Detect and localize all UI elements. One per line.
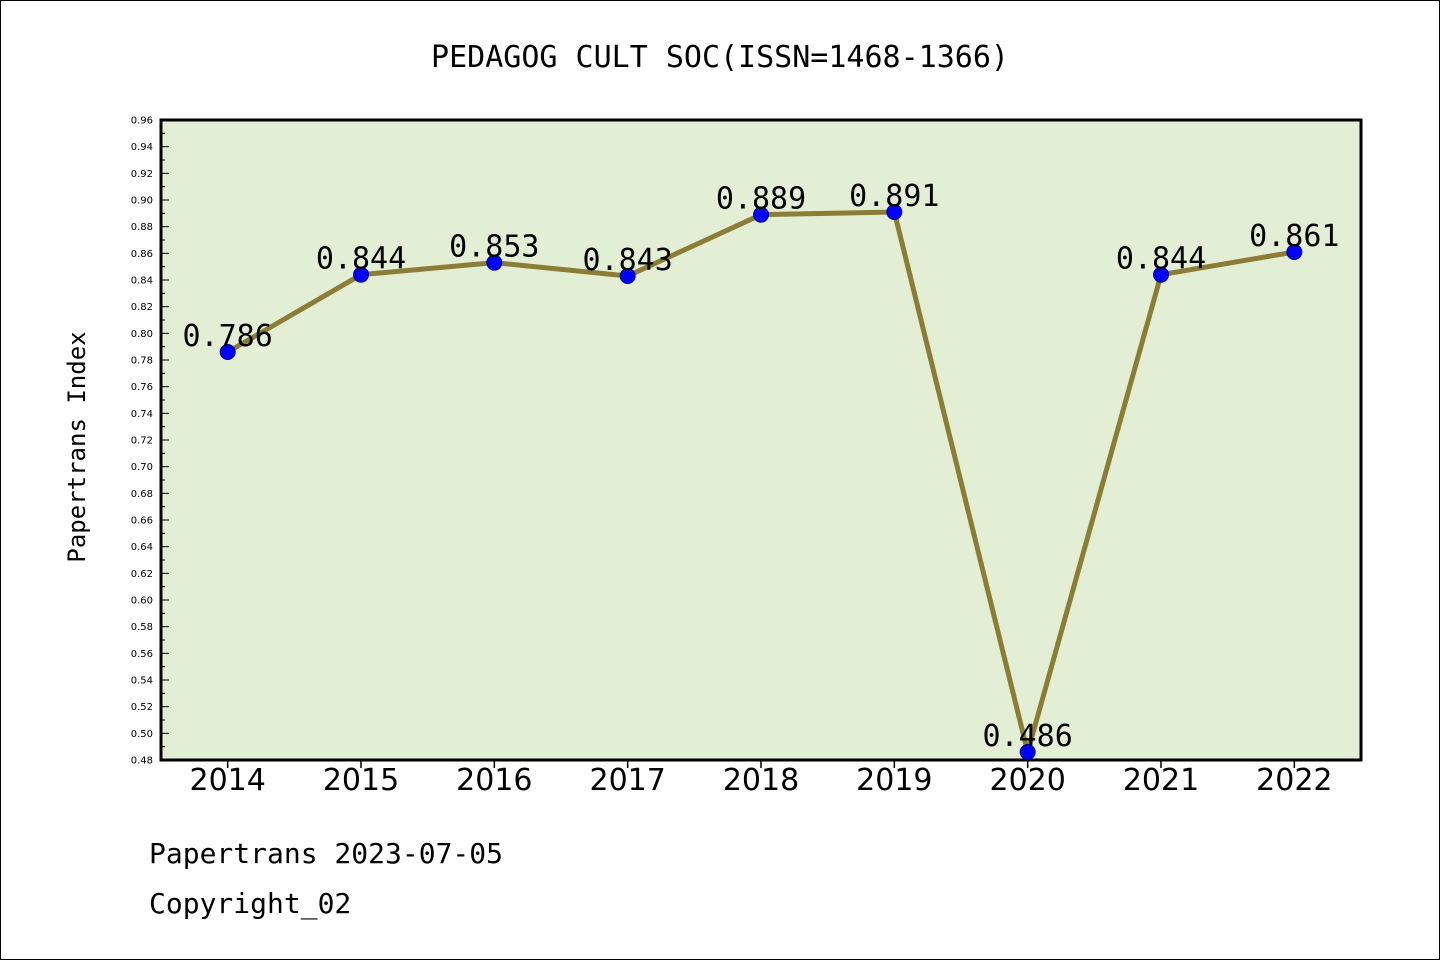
data-point xyxy=(486,254,503,271)
data-label: 0.844 xyxy=(316,242,406,277)
y-tick-label: 0.84 xyxy=(131,276,153,287)
y-axis-label: Papertrans Index xyxy=(63,331,91,562)
y-tick-label: 0.48 xyxy=(131,756,153,767)
y-tick-label: 0.52 xyxy=(131,702,153,713)
y-tick-label: 0.70 xyxy=(131,462,153,473)
y-tick-label: 0.68 xyxy=(131,489,153,500)
plot-area xyxy=(159,118,1363,762)
series-line-group xyxy=(219,204,1303,760)
y-tick-label: 0.96 xyxy=(131,116,153,127)
data-label: 0.889 xyxy=(716,182,806,217)
y-tick-label: 0.92 xyxy=(131,169,153,180)
x-tick-label: 2014 xyxy=(189,763,265,798)
y-axis-ticks: 0.48 0.50 0.52 0.54 0.56 0.58 0.60 0.62 0.64 0.66… xyxy=(131,116,169,767)
data-point xyxy=(1286,244,1303,260)
y-tick-label: 0.94 xyxy=(131,142,153,153)
footer-copyright: Copyright_02 xyxy=(149,887,351,921)
y-tick-label: 0.58 xyxy=(131,622,153,633)
data-point xyxy=(219,344,236,360)
y-tick-label: 0.80 xyxy=(131,329,153,340)
data-label: 0.861 xyxy=(1249,219,1339,254)
data-point xyxy=(1019,744,1036,760)
y-tick-label: 0.86 xyxy=(131,249,153,260)
y-tick-label: 0.72 xyxy=(131,436,153,447)
data-point xyxy=(1153,266,1169,283)
data-label: 0.853 xyxy=(449,230,539,265)
x-tick-label: 2016 xyxy=(456,763,532,798)
x-tick-label: 2021 xyxy=(1123,763,1199,798)
x-tick-label: 2017 xyxy=(589,763,665,798)
y-tick-label: 0.64 xyxy=(131,542,153,553)
y-tick-label: 0.56 xyxy=(131,649,153,660)
y-tick-label: 0.88 xyxy=(131,222,153,233)
data-point xyxy=(753,206,769,223)
y-tick-label: 0.90 xyxy=(131,196,153,207)
x-tick-label: 2019 xyxy=(856,763,932,798)
chart-title: PEDAGOG CULT SOC(ISSN=1468-1366) xyxy=(431,40,1009,75)
data-label: 0.891 xyxy=(849,179,939,214)
y-tick-label: 0.62 xyxy=(131,569,153,580)
y-tick-label: 0.78 xyxy=(131,356,153,367)
data-point xyxy=(353,266,369,283)
x-tick-label: 2020 xyxy=(989,763,1065,798)
x-axis-ticks: 2014 2015 2016 2017 2018 2019 2020 2021 2022 xyxy=(189,760,1333,798)
data-label: 0.786 xyxy=(183,319,273,354)
y-tick-label: 0.60 xyxy=(131,596,153,607)
x-tick-label: 2022 xyxy=(1256,763,1332,798)
y-tick-label: 0.50 xyxy=(131,729,153,740)
footer-date: Papertrans 2023-07-05 xyxy=(149,837,503,870)
data-label: 0.843 xyxy=(583,243,673,278)
data-labels-group: 0.786 0.844 0.853 0.843 0.889 0.891 0.486 0.844… xyxy=(183,179,1340,754)
data-label: 0.486 xyxy=(983,719,1073,754)
y-tick-label: 0.74 xyxy=(131,409,153,420)
data-point xyxy=(886,204,903,220)
data-label: 0.844 xyxy=(1116,242,1206,277)
y-tick-label: 0.66 xyxy=(131,516,153,527)
y-tick-label: 0.82 xyxy=(131,302,153,313)
x-tick-label: 2015 xyxy=(323,763,399,798)
y-tick-label: 0.76 xyxy=(131,382,153,393)
x-tick-label: 2018 xyxy=(723,763,799,798)
y-tick-label: 0.54 xyxy=(131,676,153,687)
data-point xyxy=(619,268,636,284)
